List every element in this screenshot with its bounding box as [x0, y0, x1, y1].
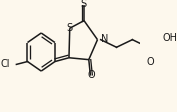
Text: OH: OH	[162, 33, 177, 43]
Text: O: O	[147, 57, 154, 67]
Text: S: S	[66, 23, 72, 32]
Text: N: N	[101, 34, 109, 44]
Text: S: S	[80, 0, 86, 9]
Text: Cl: Cl	[1, 59, 10, 69]
Text: O: O	[87, 70, 95, 80]
